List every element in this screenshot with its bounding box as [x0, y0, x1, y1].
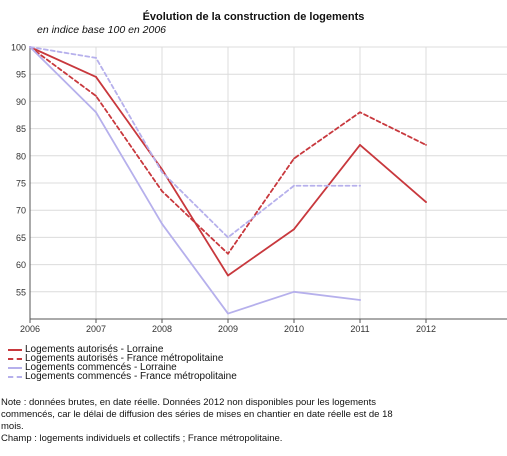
data-point-1-2007: [95, 76, 97, 78]
legend-label-commences-france: Logements commencés - France métropolita…: [25, 371, 237, 382]
y-tick-label-55: 55: [16, 287, 26, 297]
note-line-1: Note : données brutes, en date réelle. D…: [1, 397, 376, 408]
legend-item-autorises-lorraine: Logements autorisés - Lorraine: [8, 344, 498, 355]
data-point-2-2010: [293, 157, 295, 160]
data-point-3-2008: [161, 222, 163, 225]
data-point-4-2007: [95, 56, 97, 59]
legend-swatch-commences-lorraine: [8, 367, 22, 369]
data-point-4-2011: [359, 184, 361, 187]
data-point-2-2007: [95, 95, 97, 97]
x-tick-label-2011: 2011: [350, 324, 369, 334]
legend-item-commences-lorraine: Logements commencés - Lorraine: [8, 362, 498, 373]
data-point-3-2007: [95, 111, 97, 114]
x-tick-label-2010: 2010: [284, 324, 304, 334]
y-tick-label-60: 60: [16, 260, 26, 270]
series-layer: [29, 46, 427, 315]
legend-item-commences-france: Logements commencés - France métropolita…: [8, 371, 498, 382]
data-point-4-2010: [293, 184, 295, 187]
data-point-2-2011: [359, 111, 361, 114]
data-point-3-2010: [293, 290, 295, 293]
legend-label-autorises-france: Logements autorisés - France métropolita…: [25, 353, 224, 364]
legend-label-autorises-lorraine: Logements autorisés - Lorraine: [25, 344, 164, 355]
data-point-2-2008: [161, 190, 163, 193]
note-line-3: mois.: [1, 421, 24, 432]
axis-layer: 55 60 65 70 75 80 85 90 95 100 2006 2007 2008 2009 201…: [11, 43, 507, 334]
legend-label-commences-lorraine: Logements commencés - Lorraine: [25, 362, 177, 373]
legend-item-autorises-france: Logements autorisés - France métropolita…: [8, 353, 498, 364]
legend-swatch-commences-france: [8, 376, 22, 378]
y-tick-label-90: 90: [16, 97, 26, 107]
x-tick-label-2009: 2009: [218, 324, 238, 334]
data-point-2-2012: [425, 144, 427, 146]
y-tick-label-80: 80: [16, 151, 26, 161]
y-tick-label-65: 65: [16, 233, 26, 243]
series-line-3: [29, 46, 361, 315]
y-tick-label-70: 70: [16, 206, 26, 216]
data-point-4-2008: [161, 171, 163, 174]
data-point-3-2011: [359, 299, 361, 301]
y-tick-label-100: 100: [11, 43, 26, 53]
note-line-2: commencés, car le délai de diffusion des…: [1, 409, 393, 420]
chart-subtitle: en indice base 100 en 2006: [37, 24, 167, 36]
x-tick-label-2012: 2012: [416, 324, 436, 334]
series-line-4: [29, 46, 361, 239]
data-point-4-2006: [29, 46, 31, 48]
legend-swatch-autorises-lorraine: [8, 349, 22, 351]
y-tick-label-95: 95: [16, 70, 26, 80]
x-tick-label-2007: 2007: [86, 324, 106, 334]
data-point-2-2009: [227, 252, 229, 255]
data-point-4-2009: [227, 236, 229, 239]
data-point-1-2009: [227, 274, 229, 277]
legend-swatch-autorises-france: [8, 358, 22, 360]
chart-legend: Logements autorisés - Lorraine Logements…: [8, 344, 498, 382]
x-tick-label-2006: 2006: [20, 324, 40, 334]
data-point-1-2011: [359, 144, 361, 146]
chart-notes: Note : données brutes, en date réelle. D…: [1, 397, 504, 445]
y-tick-label-85: 85: [16, 124, 26, 134]
chart-title: Évolution de la construction de logement…: [142, 11, 365, 23]
data-point-3-2009: [227, 312, 229, 315]
y-tick-label-75: 75: [16, 179, 26, 189]
grid-layer: [29, 46, 507, 319]
note-line-4: Champ : logements individuels et collect…: [1, 433, 283, 444]
data-point-1-2010: [293, 228, 295, 231]
data-point-1-2012: [425, 201, 427, 203]
x-tick-label-2008: 2008: [152, 324, 172, 334]
